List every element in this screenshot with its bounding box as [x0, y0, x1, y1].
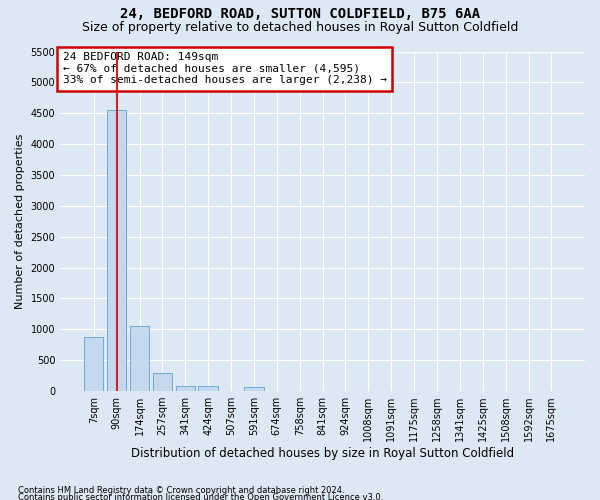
Text: 24 BEDFORD ROAD: 149sqm
← 67% of detached houses are smaller (4,595)
33% of semi: 24 BEDFORD ROAD: 149sqm ← 67% of detache…: [63, 52, 387, 86]
Bar: [176, 386, 195, 391]
Bar: [84, 337, 103, 391]
Y-axis label: Number of detached properties: Number of detached properties: [15, 134, 25, 309]
Text: Contains HM Land Registry data © Crown copyright and database right 2024.: Contains HM Land Registry data © Crown c…: [18, 486, 344, 495]
X-axis label: Distribution of detached houses by size in Royal Sutton Coldfield: Distribution of detached houses by size …: [131, 447, 514, 460]
Bar: [244, 388, 263, 391]
Bar: [130, 326, 149, 391]
Bar: [107, 110, 127, 391]
Text: Size of property relative to detached houses in Royal Sutton Coldfield: Size of property relative to detached ho…: [82, 21, 518, 34]
Text: Contains public sector information licensed under the Open Government Licence v3: Contains public sector information licen…: [18, 493, 383, 500]
Bar: [152, 373, 172, 391]
Bar: [199, 386, 218, 391]
Text: 24, BEDFORD ROAD, SUTTON COLDFIELD, B75 6AA: 24, BEDFORD ROAD, SUTTON COLDFIELD, B75 …: [120, 8, 480, 22]
